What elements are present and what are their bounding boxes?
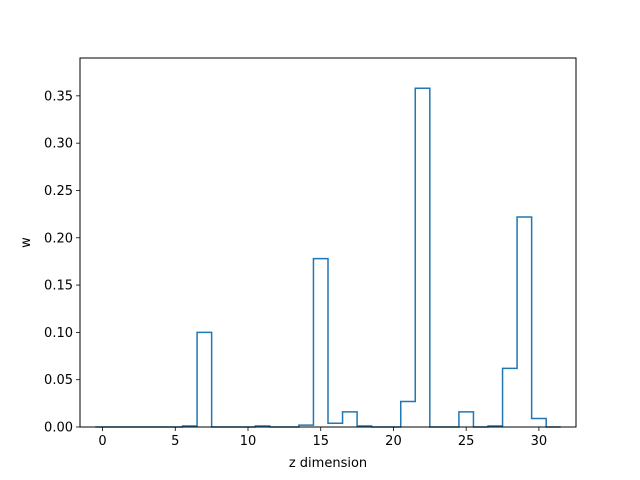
- x-tick-label: 30: [531, 434, 548, 449]
- y-tick-label: 0.35: [44, 89, 73, 104]
- bin-16: [328, 423, 343, 427]
- x-tick-label: 0: [98, 434, 106, 449]
- axes-frame: [79, 57, 577, 428]
- bin-15: [313, 259, 328, 427]
- bin-29: [517, 217, 532, 427]
- x-axis-label: z dimension: [289, 456, 367, 471]
- bin-17: [343, 412, 358, 427]
- bin-25: [459, 412, 474, 427]
- y-tick-label: 0.10: [44, 326, 73, 341]
- bin-28: [503, 368, 518, 427]
- y-tick-label: 0.00: [44, 421, 73, 436]
- bin-21: [401, 401, 416, 427]
- x-tick-label: 10: [240, 434, 257, 449]
- y-tick-label: 0.20: [44, 231, 73, 246]
- x-tick-label: 15: [312, 434, 329, 449]
- bin-7: [197, 332, 212, 427]
- y-tick-label: 0.25: [44, 184, 73, 199]
- y-axis: 0.00 0.05 0.10 0.15 0.20 0.25 0.30 0.35: [44, 89, 80, 436]
- bin-22: [415, 88, 430, 427]
- y-axis-label: w: [19, 237, 34, 248]
- y-tick-label: 0.30: [44, 137, 73, 152]
- histogram-step-line: [95, 87, 561, 428]
- plot-area: [95, 87, 561, 428]
- y-tick-label: 0.05: [44, 373, 73, 388]
- x-axis: 0 5 10 15 20 25 30: [98, 427, 547, 449]
- bin-30: [532, 418, 547, 427]
- y-tick-label: 0.15: [44, 279, 73, 294]
- x-tick-label: 20: [385, 434, 402, 449]
- x-tick-label: 25: [458, 434, 475, 449]
- x-tick-label: 5: [171, 434, 179, 449]
